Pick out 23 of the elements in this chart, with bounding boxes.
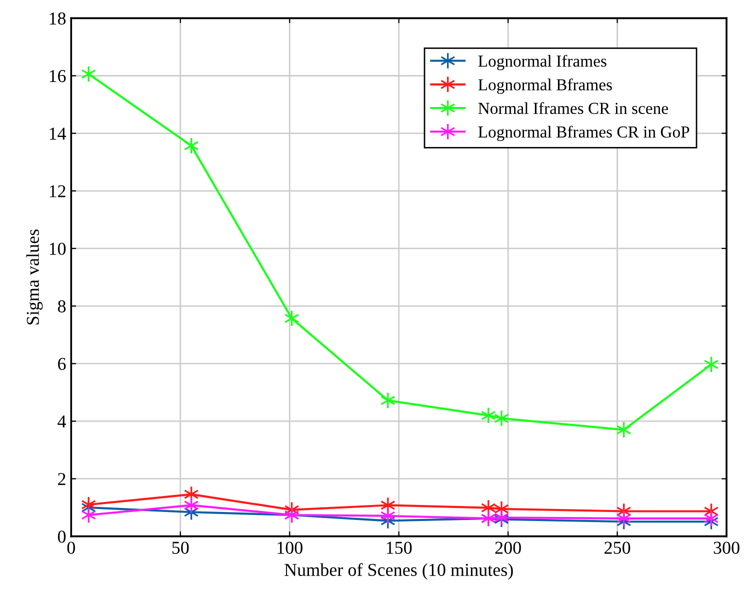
x-tick-label: 0 [67,542,75,554]
legend-label: Lognormal Iframes [478,54,606,70]
y-tick-label: 8 [58,300,66,312]
x-tick-label: 200 [495,542,521,554]
legend-label: Lognormal Bframes CR in GoP [478,126,690,142]
y-tick-label: 2 [58,473,66,486]
x-tick-label: 150 [386,542,412,554]
y-tick-label: 6 [58,358,66,370]
legend-label: Lognormal Bframes [478,78,612,94]
legend-label: Normal Iframes CR in scene [478,102,668,114]
y-tick-label: 14 [50,128,66,140]
y-tick-label: 0 [58,530,66,543]
y-tick-label: 16 [50,70,66,82]
x-tick-label: 300 [714,542,740,554]
x-tick-label: 250 [604,542,630,554]
y-tick-label: 12 [50,185,66,198]
y-tick-label: 4 [58,416,66,428]
x-axis-title: Number of Scenes (10 minutes) [284,563,513,580]
y-axis-title: Sigma values [26,230,43,324]
x-tick-label: 100 [278,542,302,554]
x-tick-label: 50 [172,542,189,554]
y-tick-label: 10 [50,242,66,255]
y-tick-label: 18 [50,12,66,25]
